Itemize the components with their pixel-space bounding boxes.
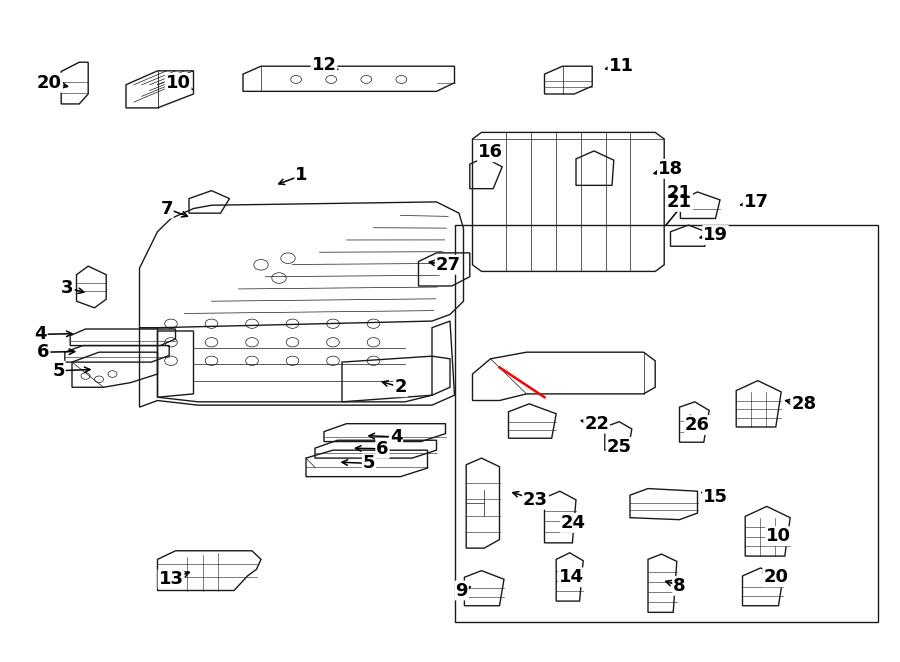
Text: 23: 23 xyxy=(523,491,548,509)
Text: 22: 22 xyxy=(584,414,609,433)
Text: 21: 21 xyxy=(667,193,692,211)
Text: 17: 17 xyxy=(743,193,769,211)
Text: 4: 4 xyxy=(34,325,47,344)
Text: 5: 5 xyxy=(363,454,375,473)
Text: 16: 16 xyxy=(478,143,503,162)
Text: 24: 24 xyxy=(561,514,586,532)
Text: 25: 25 xyxy=(607,438,632,456)
Text: 9: 9 xyxy=(455,581,468,600)
Text: 10: 10 xyxy=(166,73,191,92)
Text: 20: 20 xyxy=(763,568,788,587)
Text: 26: 26 xyxy=(685,416,710,434)
Text: 6: 6 xyxy=(37,343,50,361)
Text: 19: 19 xyxy=(703,226,728,244)
Text: 5: 5 xyxy=(52,361,65,380)
Text: 13: 13 xyxy=(158,570,184,589)
Text: 11: 11 xyxy=(608,57,634,75)
Text: 4: 4 xyxy=(390,428,402,446)
Text: 20: 20 xyxy=(37,73,62,92)
Text: 12: 12 xyxy=(311,56,337,74)
Text: 7: 7 xyxy=(160,199,173,218)
Text: 28: 28 xyxy=(791,395,816,413)
Text: 3: 3 xyxy=(61,279,74,297)
Text: 1: 1 xyxy=(295,166,308,185)
Text: 27: 27 xyxy=(436,256,461,274)
Text: 8: 8 xyxy=(673,577,686,595)
Text: 10: 10 xyxy=(766,527,791,545)
Text: 14: 14 xyxy=(559,568,584,587)
Text: 15: 15 xyxy=(703,487,728,506)
Text: 6: 6 xyxy=(376,440,389,458)
Text: 18: 18 xyxy=(658,160,683,178)
Bar xyxy=(454,225,878,622)
Text: 2: 2 xyxy=(394,378,407,397)
Text: 21: 21 xyxy=(667,184,692,202)
